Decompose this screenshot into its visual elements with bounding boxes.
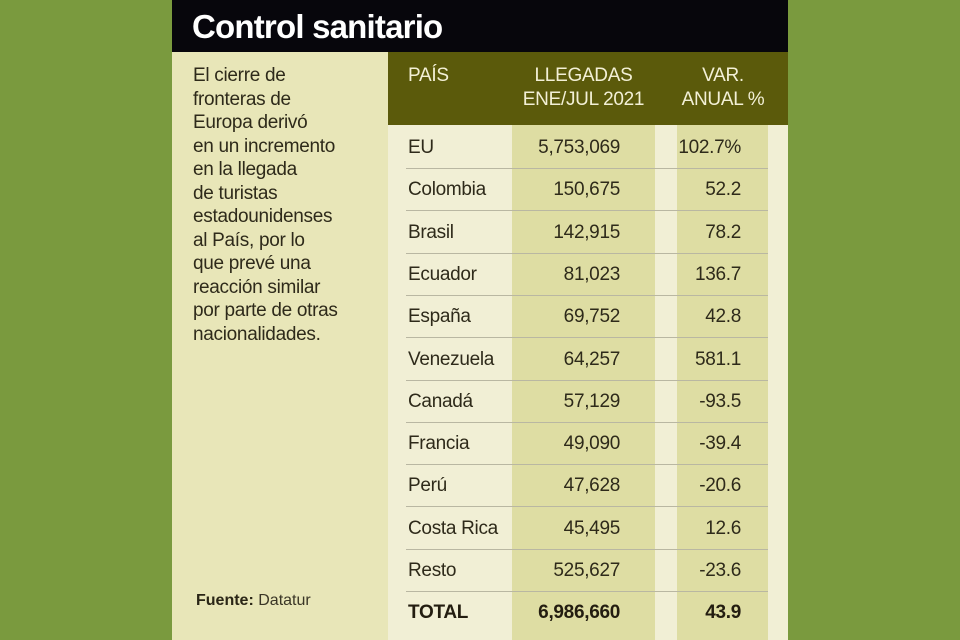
arrivals-cell: 6,986,660 xyxy=(538,602,620,624)
header-country: PAÍS xyxy=(408,65,449,86)
arrivals-cell: 47,628 xyxy=(563,475,621,497)
arrivals-cell: 525,627 xyxy=(553,560,620,581)
variation-cell: -20.6 xyxy=(699,475,741,497)
description-text: El cierre de fronteras de Europa derivó en … xyxy=(193,64,389,346)
description-line: reacción similar xyxy=(193,276,321,298)
table-row: Venezuela 64,257 581.1 xyxy=(388,339,768,381)
variation-cell: 136.7 xyxy=(694,263,741,285)
source-label: Fuente: xyxy=(196,592,254,609)
description-line: de turistas xyxy=(193,182,278,204)
variation-cell: 78.2 xyxy=(705,221,741,243)
country-cell: Francia xyxy=(408,433,470,455)
row-divider xyxy=(406,506,768,508)
arrivals-cell: 64,257 xyxy=(563,348,621,370)
row-divider xyxy=(406,294,768,296)
table-row: Colombia 150,675 52.2 xyxy=(388,169,768,212)
row-divider xyxy=(406,252,768,254)
arrivals-cell: 45,495 xyxy=(563,517,621,539)
table-row: Brasil 142,915 78.2 xyxy=(388,212,768,254)
country-cell: Costa Rica xyxy=(408,517,498,539)
table-row: España 69,752 42.8 xyxy=(388,296,768,339)
total-row: TOTAL 6,986,660 43.9 xyxy=(388,592,768,634)
variation-cell: -39.4 xyxy=(699,433,741,455)
description-line: Europa derivó xyxy=(193,112,308,133)
variation-cell: 581.1 xyxy=(694,348,741,370)
country-cell: España xyxy=(408,306,471,328)
table-row: Francia 49,090 -39.4 xyxy=(388,423,768,466)
table-row: Ecuador 81,023 136.7 xyxy=(388,254,768,296)
variation-cell: -93.5 xyxy=(699,390,741,412)
row-divider xyxy=(406,591,768,592)
country-cell: Resto xyxy=(408,560,457,581)
row-divider xyxy=(406,421,768,423)
variation-cell: 52.2 xyxy=(705,179,741,201)
country-cell: EU xyxy=(408,137,434,158)
row-divider xyxy=(406,337,768,339)
row-divider xyxy=(406,168,768,169)
variation-cell: 12.6 xyxy=(705,517,741,539)
description-line: en un incremento xyxy=(193,135,336,157)
header-arrivals: LLEGADAS ENE/JUL 2021 xyxy=(522,65,645,110)
variation-cell: 43.9 xyxy=(705,602,741,624)
variation-cell: 42.8 xyxy=(705,306,741,328)
country-cell: Ecuador xyxy=(408,263,477,285)
description-line: estadounidenses xyxy=(193,206,333,227)
row-divider xyxy=(406,210,768,212)
description-line: al País, por lo xyxy=(193,229,305,251)
description-line: nacionalidades. xyxy=(193,323,321,345)
description-line: por parte de otras xyxy=(193,300,338,321)
row-divider xyxy=(406,548,768,550)
arrivals-cell: 57,129 xyxy=(563,390,621,412)
table-row: Perú 47,628 -20.6 xyxy=(388,465,768,508)
description-line: en la llegada xyxy=(193,159,297,180)
page-title: Control sanitario xyxy=(192,8,443,45)
table-row: Resto 525,627 -23.6 xyxy=(388,550,768,592)
table-row: Costa Rica 45,495 12.6 xyxy=(388,508,768,550)
arrivals-cell: 69,752 xyxy=(563,306,621,328)
country-cell: Venezuela xyxy=(408,348,495,370)
country-cell: Canadá xyxy=(408,390,473,412)
country-cell: Colombia xyxy=(408,179,486,201)
arrivals-cell: 5,753,069 xyxy=(538,137,620,158)
arrivals-cell: 49,090 xyxy=(563,433,621,455)
table-row: Canadá 57,129 -93.5 xyxy=(388,381,768,423)
arrivals-cell: 150,675 xyxy=(553,179,620,201)
source-value: Datatur xyxy=(258,592,311,609)
description-line: fronteras de xyxy=(193,88,291,110)
title-bar: Control sanitario xyxy=(172,0,788,52)
source-note: Fuente: Datatur xyxy=(196,592,311,610)
variation-cell: 102.7% xyxy=(678,137,741,158)
country-cell: Brasil xyxy=(408,221,454,243)
description-line: que prevé una xyxy=(193,253,311,274)
table-header: PAÍS LLEGADAS ENE/JUL 2021 VAR. ANUAL % xyxy=(388,52,788,125)
row-divider xyxy=(406,464,768,466)
arrivals-table: PAÍS LLEGADAS ENE/JUL 2021 VAR. ANUAL % … xyxy=(388,52,788,640)
country-cell: Perú xyxy=(408,475,447,497)
variation-cell: -23.6 xyxy=(699,560,741,581)
infographic-panel: Control sanitario El cierre de fronteras … xyxy=(172,0,788,640)
header-variation: VAR. ANUAL % xyxy=(681,65,765,110)
arrivals-cell: 142,915 xyxy=(553,221,620,243)
description-line: El cierre de xyxy=(193,65,286,86)
country-cell: TOTAL xyxy=(408,602,469,624)
table-row: EU 5,753,069 102.7% xyxy=(388,127,768,169)
arrivals-cell: 81,023 xyxy=(563,263,621,285)
row-divider xyxy=(406,379,768,381)
